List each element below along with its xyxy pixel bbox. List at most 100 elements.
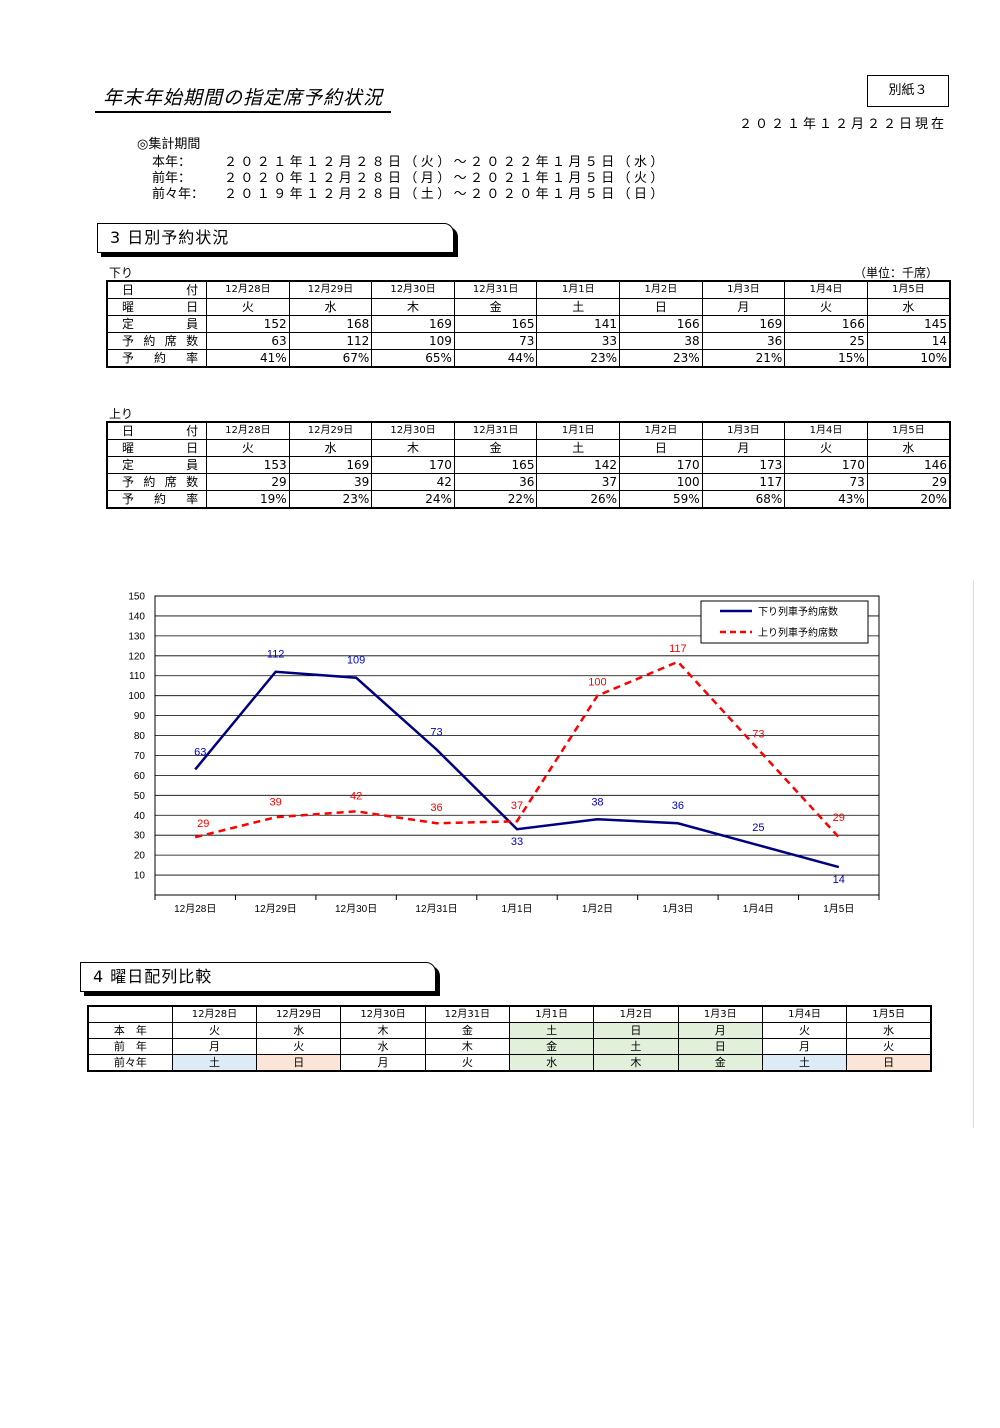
table-cell: 141 <box>536 315 621 333</box>
reserved-row: 予約席数 29 39 42 36 37 100 117 73 29 <box>106 473 951 491</box>
table-cell: 37 <box>536 473 621 491</box>
date-cell: 1月3日 <box>677 1005 763 1023</box>
weekday-cell: 火 <box>171 1022 258 1039</box>
date-cell: 12月30日 <box>371 280 455 299</box>
table-cell: 117 <box>701 473 786 491</box>
weekday-cell: 水 <box>846 1022 932 1039</box>
data-label: 73 <box>752 728 764 740</box>
row-header: 日 付 <box>106 280 208 299</box>
period-row-last-year: 前年： ２０２０年１２月２８日（月）～２０２１年１月５日（火） <box>152 167 667 186</box>
date-cell: 1月5日 <box>866 280 951 299</box>
date-cell: 12月31日 <box>453 421 538 440</box>
table-cell: 59% <box>619 490 703 509</box>
table-cell: 火 <box>206 439 290 457</box>
table-cell: 109 <box>371 332 455 350</box>
weekday-row: 前々年土日月火水木金土日 <box>87 1054 932 1072</box>
row-header: 予約率 <box>106 349 208 368</box>
table-cell: 14 <box>866 332 951 350</box>
data-label: 36 <box>672 800 684 812</box>
period-row-two-years-ago: 前々年： ２０１９年１２月２８日（土）～２０２０年１月５日（日） <box>152 183 667 202</box>
y-tick-label: 150 <box>128 592 145 603</box>
table-cell: 木 <box>371 298 455 316</box>
up-label: 上り <box>109 407 134 421</box>
row-header: 定 員 <box>106 315 208 333</box>
weekday-cell: 月 <box>340 1054 426 1072</box>
period-value: ２０１９年１２月２８日（土）～２０２０年１月５日（日） <box>224 187 667 202</box>
as-of-date: ２０２１年１２月２２日現在 <box>738 117 947 132</box>
weekday-row: 本 年火水木金土日月火水 <box>87 1022 932 1039</box>
row-header: 前 年 <box>87 1038 173 1055</box>
table-cell: 146 <box>866 456 951 474</box>
table-cell: 木 <box>371 439 455 457</box>
table-cell: 19% <box>206 490 290 509</box>
date-cell: 1月1日 <box>536 421 621 440</box>
data-label: 33 <box>511 836 523 848</box>
date-cell: 1月2日 <box>593 1005 679 1023</box>
table-cell: 29 <box>866 473 951 491</box>
row-header: 予約率 <box>106 490 208 509</box>
data-label: 37 <box>511 800 523 812</box>
y-tick-label: 20 <box>134 851 146 862</box>
table-cell: 65% <box>371 349 455 368</box>
date-cell: 1月2日 <box>619 280 703 299</box>
table-cell: 170 <box>371 456 455 474</box>
table-cell: 月 <box>701 298 786 316</box>
period-heading: ◎集計期間 <box>137 137 201 152</box>
data-label: 29 <box>833 812 845 824</box>
weekday-cell: 木 <box>424 1038 510 1055</box>
capacity-row: 定 員 152 168 169 165 141 166 169 166 145 <box>106 315 951 333</box>
weekday-cell: 木 <box>593 1054 679 1072</box>
corner-cell <box>87 1005 173 1023</box>
y-tick-label: 80 <box>134 731 146 742</box>
weekday-cell: 日 <box>677 1038 763 1055</box>
weekday-cell: 水 <box>340 1038 426 1055</box>
table-cell: 36 <box>453 473 538 491</box>
table-cell: 23% <box>619 349 703 368</box>
x-tick-label: 1月4日 <box>743 903 774 915</box>
table-cell: 42 <box>371 473 455 491</box>
x-tick-label: 12月28日 <box>174 903 216 915</box>
legend-box <box>700 600 869 644</box>
weekday-cell: 日 <box>593 1022 679 1039</box>
weekday-cell: 水 <box>508 1054 595 1072</box>
reservation-line-chart: 10 20 30 40 50 60 70 80 90 100 110 120 130 140 150 12月2… <box>128 592 880 915</box>
date-cell: 1月4日 <box>784 280 868 299</box>
y-tick-label: 110 <box>129 671 145 682</box>
down-label: 下り <box>109 266 134 280</box>
data-label: 112 <box>267 649 285 661</box>
date-cell: 12月29日 <box>288 280 373 299</box>
table-cell: 166 <box>784 315 868 333</box>
x-tick-label: 1月2日 <box>582 903 613 915</box>
table-cell: 63 <box>206 332 290 350</box>
table-cell: 166 <box>619 315 703 333</box>
x-tick-label: 12月30日 <box>335 903 377 915</box>
table-cell: 水 <box>288 439 373 457</box>
data-label: 14 <box>833 874 845 886</box>
table-cell: 112 <box>288 332 373 350</box>
table-cell: 火 <box>784 298 868 316</box>
down-reservation-table: 日 付 12月28日 12月29日 12月30日 12月31日 1月1日 1月2日 1月3日 1… <box>106 280 951 368</box>
table-cell: 152 <box>206 315 290 333</box>
data-label: 100 <box>588 677 606 689</box>
x-tick-label: 12月31日 <box>415 903 457 915</box>
y-tick-label: 90 <box>134 711 146 722</box>
date-cell: 12月31日 <box>453 280 538 299</box>
y-tick-label: 100 <box>128 691 145 702</box>
table-cell: 20% <box>866 490 951 509</box>
table-cell: 169 <box>288 456 373 474</box>
date-cell: 1月4日 <box>761 1005 848 1023</box>
table-cell: 日 <box>619 298 703 316</box>
table-cell: 土 <box>536 298 621 316</box>
date-cell: 1月1日 <box>536 280 621 299</box>
date-cell: 12月29日 <box>256 1005 342 1023</box>
data-label: 42 <box>350 790 362 802</box>
table-cell: 33 <box>536 332 621 350</box>
weekday-row: 前 年月火水木金土日月火 <box>87 1038 932 1055</box>
data-label: 109 <box>347 655 365 667</box>
weekday-cell: 土 <box>171 1054 258 1072</box>
period-label: 前年： <box>152 171 192 186</box>
row-header: 予約席数 <box>106 473 208 491</box>
date-cell: 1月5日 <box>866 421 951 440</box>
weekday-cell: 月 <box>761 1038 848 1055</box>
period-label: 前々年： <box>152 187 205 202</box>
